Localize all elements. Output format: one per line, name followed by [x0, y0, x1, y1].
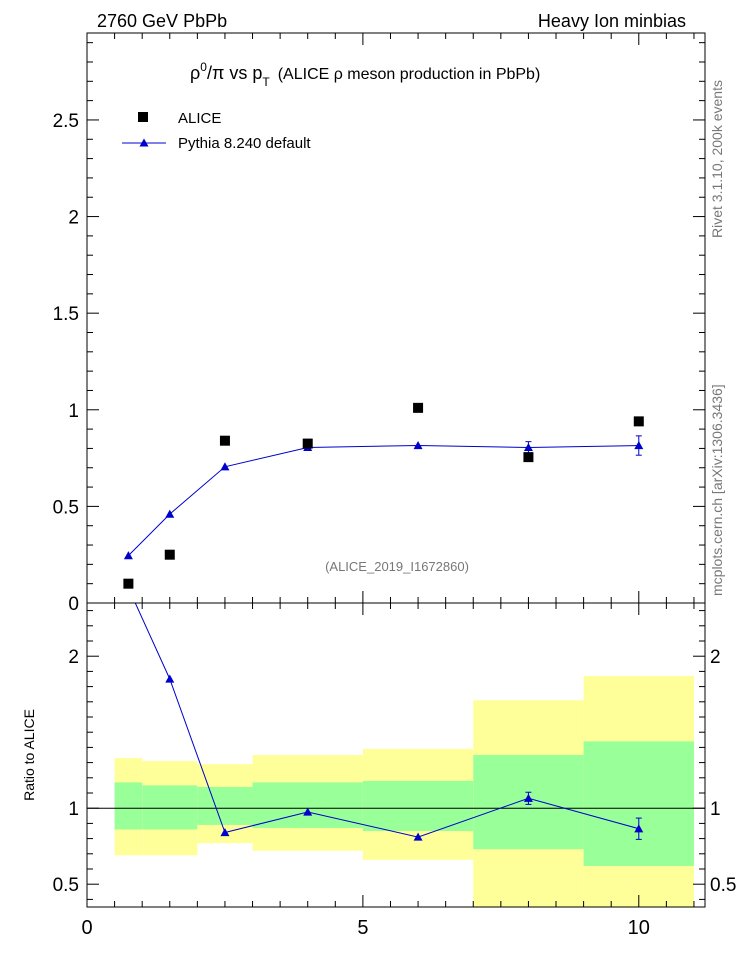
pythia-point [523, 442, 533, 452]
y-tick-label: 1.5 [53, 304, 79, 325]
ratio-panel: 0.5 0.5 1 1 2 2 0 5 10 [53, 602, 736, 939]
alice-point [123, 578, 134, 589]
ratio-point [413, 832, 423, 841]
header-left: 2760 GeV PbPb [97, 11, 227, 31]
ratio-y-tick-label-left: 0.5 [53, 875, 79, 896]
title-rho: ρ [190, 63, 200, 83]
uncertainty-band-inner [142, 785, 198, 830]
y-tick-label: 2.5 [53, 111, 79, 132]
y-tick-label: 1 [68, 401, 79, 422]
analysis-id: (ALICE_2019_I1672860) [325, 559, 469, 574]
alice-point [219, 435, 230, 446]
uncertainty-band-inner [114, 782, 143, 830]
ratio-panel-frame [86, 602, 706, 908]
pythia-point [165, 509, 175, 518]
title-rest: (ALICE ρ meson production in PbPb) [278, 66, 541, 83]
x-tick-label: 0 [81, 917, 92, 939]
ratio-point [634, 824, 644, 833]
uncertainty-band-inner [362, 780, 474, 831]
pythia-point [220, 462, 230, 471]
uncertainty-band-inner [197, 786, 253, 825]
pythia-point [123, 551, 133, 560]
alice-point [523, 452, 534, 463]
alice-point [164, 549, 175, 560]
title-sub: T [262, 75, 270, 89]
legend-label-alice: ALICE [178, 110, 221, 127]
legend-marker-pythia [139, 138, 149, 147]
pythia-point [413, 441, 423, 450]
ratio-y-tick-label-right: 1 [710, 799, 721, 820]
main-panel: 0 0.5 1 1.5 2 2.5 [53, 32, 706, 615]
title-mid: /π vs p [207, 63, 262, 83]
header-right: Heavy Ion minbias [538, 11, 686, 31]
y-tick-label: 0.5 [53, 497, 79, 518]
ratio-y-tick-label-right: 2 [710, 647, 721, 668]
pythia-line [128, 445, 639, 557]
mcplots-label: mcplots.cern.ch [arXiv:1306.3436] [709, 384, 725, 596]
alice-point [302, 438, 313, 449]
ratio-point [523, 793, 533, 802]
ratio-point [165, 674, 175, 683]
x-tick-label: 5 [357, 917, 368, 939]
y-tick-label: 2 [68, 208, 79, 229]
y-tick-label: 0 [68, 594, 79, 615]
x-tick-label: 10 [628, 917, 650, 939]
ratio-ylabel: Ratio to ALICE [21, 709, 37, 801]
legend-label-pythia: Pythia 8.240 default [178, 135, 311, 152]
pythia-point [634, 441, 644, 450]
rivet-label: Rivet 3.1.10, 200k events [709, 80, 725, 238]
legend-marker-alice [138, 112, 148, 122]
ratio-y-tick-label-right: 0.5 [710, 875, 736, 896]
ratio-y-tick-label-left: 2 [68, 647, 79, 668]
title-sup: 0 [200, 60, 207, 74]
legend: ALICE Pythia 8.240 default [122, 110, 311, 152]
ratio-y-tick-label-left: 1 [68, 799, 79, 820]
alice-point [633, 416, 644, 427]
uncertainty-band-inner [583, 741, 694, 866]
ratio-point [303, 807, 313, 816]
plot-title: ρ0/π vs pT (ALICE ρ meson production in P… [190, 60, 540, 89]
ratio-point [220, 828, 230, 837]
alice-point [413, 402, 424, 413]
